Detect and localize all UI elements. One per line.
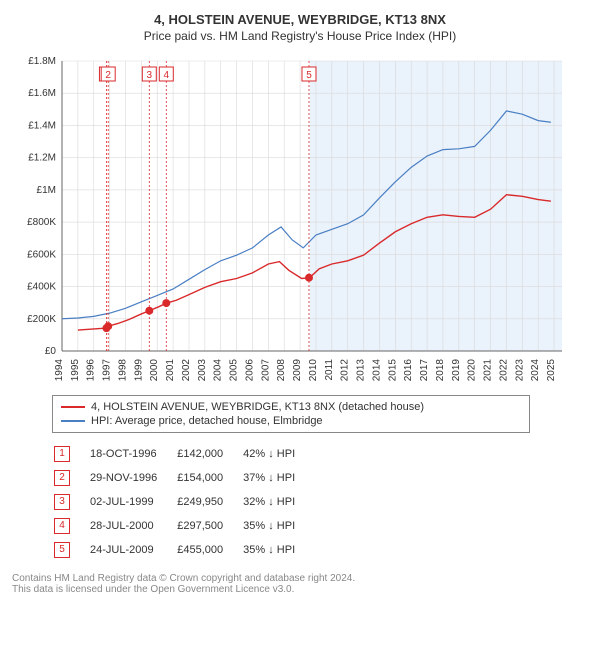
table-row: 3 02-JUL-1999£249,95032% ↓ HPI	[54, 491, 313, 513]
table-row: 5 24-JUL-2009£455,00035% ↓ HPI	[54, 539, 313, 561]
svg-text:£1.8M: £1.8M	[28, 56, 56, 67]
legend: 4, HOLSTEIN AVENUE, WEYBRIDGE, KT13 8NX …	[52, 395, 530, 433]
svg-text:£0: £0	[45, 346, 57, 357]
svg-text:2022: 2022	[498, 359, 509, 382]
svg-text:2010: 2010	[308, 359, 319, 382]
svg-text:2004: 2004	[213, 359, 224, 382]
svg-text:1994: 1994	[54, 359, 65, 382]
transaction-vs-hpi: 35% ↓ HPI	[243, 539, 313, 561]
svg-text:2025: 2025	[546, 359, 557, 382]
transaction-price: £249,950	[177, 491, 241, 513]
svg-text:2006: 2006	[244, 359, 255, 382]
svg-text:2013: 2013	[356, 359, 367, 382]
svg-text:2019: 2019	[451, 359, 462, 382]
svg-text:2009: 2009	[292, 359, 303, 382]
svg-text:1999: 1999	[133, 359, 144, 382]
svg-text:£1M: £1M	[37, 185, 56, 196]
svg-text:1998: 1998	[117, 359, 128, 382]
svg-text:£200K: £200K	[27, 314, 56, 325]
svg-text:2005: 2005	[229, 359, 240, 382]
svg-text:£400K: £400K	[27, 282, 56, 293]
transaction-price: £142,000	[177, 443, 241, 465]
svg-text:2017: 2017	[419, 359, 430, 382]
svg-text:£1.4M: £1.4M	[28, 120, 56, 131]
table-row: 1 18-OCT-1996£142,00042% ↓ HPI	[54, 443, 313, 465]
transaction-vs-hpi: 35% ↓ HPI	[243, 515, 313, 537]
page-subtitle: Price paid vs. HM Land Registry's House …	[12, 29, 588, 43]
footer-line-1: Contains HM Land Registry data © Crown c…	[12, 573, 355, 584]
svg-text:2007: 2007	[260, 359, 271, 382]
footer-line-2: This data is licensed under the Open Gov…	[12, 584, 294, 595]
svg-text:2014: 2014	[371, 359, 382, 382]
svg-text:2002: 2002	[181, 359, 192, 382]
transaction-date: 24-JUL-2009	[90, 539, 175, 561]
legend-swatch-hpi	[61, 420, 85, 422]
chart-svg: £0 £200K £400K £600K £800K £1M £1.2M £1.4M £1.6M…	[12, 51, 572, 391]
transaction-vs-hpi: 42% ↓ HPI	[243, 443, 313, 465]
svg-text:1997: 1997	[102, 359, 113, 382]
transaction-number-box: 5	[54, 542, 70, 558]
transaction-date: 02-JUL-1999	[90, 491, 175, 513]
svg-text:2020: 2020	[467, 359, 478, 382]
transaction-vs-hpi: 32% ↓ HPI	[243, 491, 313, 513]
legend-label-hpi: HPI: Average price, detached house, Elmb…	[91, 415, 323, 427]
svg-text:2011: 2011	[324, 359, 335, 381]
price-chart: £0 £200K £400K £600K £800K £1M £1.2M £1.4M £1.6M…	[12, 51, 588, 391]
svg-text:1995: 1995	[70, 359, 81, 382]
legend-row-property: 4, HOLSTEIN AVENUE, WEYBRIDGE, KT13 8NX …	[61, 400, 521, 414]
svg-text:2: 2	[105, 70, 111, 81]
svg-text:1996: 1996	[86, 359, 97, 382]
svg-text:2015: 2015	[387, 359, 398, 382]
transaction-number-box: 2	[54, 470, 70, 486]
svg-text:2000: 2000	[149, 359, 160, 382]
transaction-price: £297,500	[177, 515, 241, 537]
svg-text:£600K: £600K	[27, 249, 56, 260]
transaction-date: 18-OCT-1996	[90, 443, 175, 465]
legend-label-property: 4, HOLSTEIN AVENUE, WEYBRIDGE, KT13 8NX …	[91, 401, 424, 413]
svg-text:£1.2M: £1.2M	[28, 153, 56, 164]
transaction-date: 28-JUL-2000	[90, 515, 175, 537]
svg-text:2001: 2001	[165, 359, 176, 382]
svg-text:2021: 2021	[483, 359, 494, 382]
footer-text: Contains HM Land Registry data © Crown c…	[12, 573, 588, 595]
transaction-number-box: 4	[54, 518, 70, 534]
legend-swatch-property	[61, 406, 85, 408]
svg-text:2018: 2018	[435, 359, 446, 382]
page-title: 4, HOLSTEIN AVENUE, WEYBRIDGE, KT13 8NX	[12, 12, 588, 27]
svg-text:3: 3	[147, 70, 153, 81]
svg-text:2024: 2024	[530, 359, 541, 382]
transaction-vs-hpi: 37% ↓ HPI	[243, 467, 313, 489]
svg-text:2016: 2016	[403, 359, 414, 382]
svg-text:4: 4	[164, 70, 170, 81]
svg-text:5: 5	[306, 70, 312, 81]
table-row: 2 29-NOV-1996£154,00037% ↓ HPI	[54, 467, 313, 489]
transaction-price: £455,000	[177, 539, 241, 561]
svg-text:2023: 2023	[514, 359, 525, 382]
svg-text:2003: 2003	[197, 359, 208, 382]
svg-text:£800K: £800K	[27, 217, 56, 228]
legend-row-hpi: HPI: Average price, detached house, Elmb…	[61, 414, 521, 428]
transaction-price: £154,000	[177, 467, 241, 489]
transactions-table: 1 18-OCT-1996£142,00042% ↓ HPI 2 29-NOV-199…	[52, 441, 315, 563]
transaction-number-box: 3	[54, 494, 70, 510]
svg-text:2008: 2008	[276, 359, 287, 382]
transaction-number-box: 1	[54, 446, 70, 462]
svg-text:2012: 2012	[340, 359, 351, 382]
transaction-date: 29-NOV-1996	[90, 467, 175, 489]
table-row: 4 28-JUL-2000£297,50035% ↓ HPI	[54, 515, 313, 537]
svg-text:£1.6M: £1.6M	[28, 88, 56, 99]
